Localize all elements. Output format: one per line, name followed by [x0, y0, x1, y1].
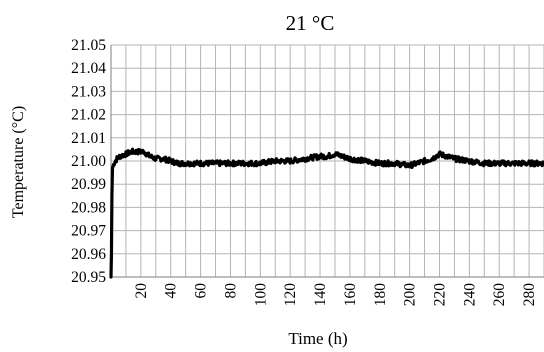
x-tick-label: 80: [222, 283, 239, 299]
x-tick-label: 180: [372, 283, 389, 307]
y-tick-label: 20.96: [71, 246, 106, 263]
y-tick-label: 21.05: [71, 37, 106, 54]
y-tick-label: 20.97: [71, 223, 106, 240]
x-tick-label: 100: [252, 283, 269, 307]
y-tick-label: 21.01: [71, 130, 106, 147]
x-tick-label: 280: [521, 283, 538, 307]
series-layer: [109, 147, 544, 279]
x-tick-label: 220: [431, 283, 448, 307]
x-tick-label: 40: [163, 283, 180, 299]
x-tick-label: 120: [282, 283, 299, 307]
y-tick-label: 20.98: [71, 199, 106, 216]
y-tick-label: 21.03: [71, 83, 106, 100]
x-tick-label: 260: [491, 283, 508, 307]
x-tick-label: 160: [342, 283, 359, 307]
y-axis-label: Temperature (°C): [10, 106, 27, 218]
y-tick-label: 21.02: [71, 107, 106, 124]
x-tick-label: 200: [402, 283, 419, 307]
chart-title: 21 °C: [286, 11, 335, 35]
y-tick-labels: 21.05 21.04 21.03 21.02 21.01 21.00 20.99 20.98…: [71, 37, 106, 286]
series-line: [109, 147, 544, 279]
y-tick-label: 21.04: [71, 60, 106, 77]
y-tick-label: 21.00: [71, 153, 106, 170]
x-tick-label: 20: [133, 283, 150, 299]
x-tick-label: 60: [193, 283, 210, 299]
x-tick-labels: 20 40 60 80 100 120 140 160 180 200 220 240 260 280: [133, 283, 538, 307]
x-tick-label: 240: [461, 283, 478, 307]
y-tick-label: 20.95: [71, 269, 106, 286]
x-tick-label: 140: [312, 283, 329, 307]
x-axis-label: Time (h): [288, 329, 347, 348]
y-tick-label: 20.99: [71, 176, 106, 193]
